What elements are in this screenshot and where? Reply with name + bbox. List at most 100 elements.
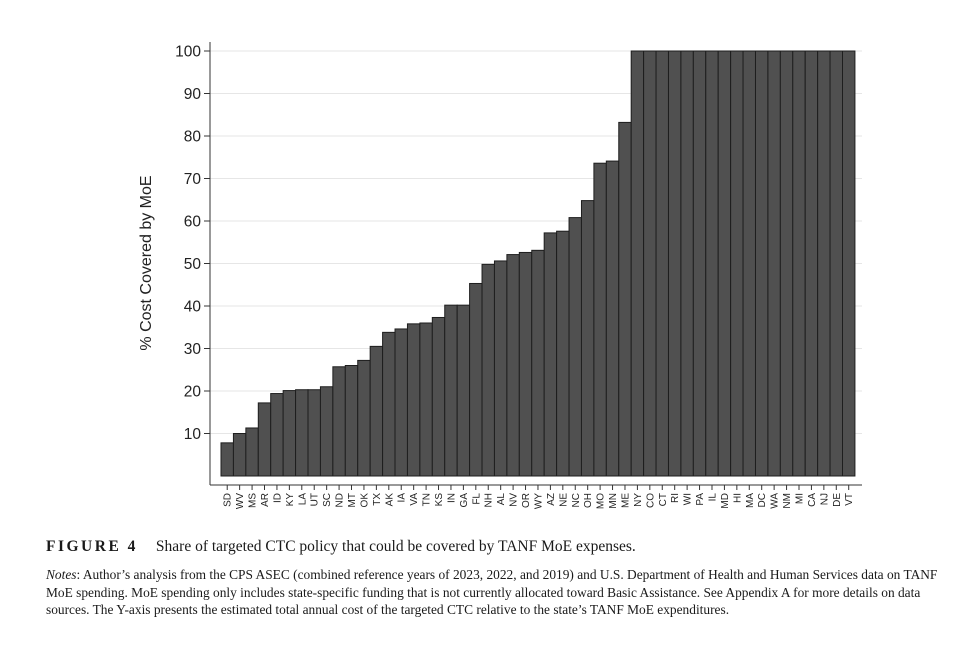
bar-nj bbox=[817, 50, 831, 477]
x-tick-label: WV bbox=[235, 493, 246, 509]
x-tick-label: RI bbox=[670, 493, 681, 503]
bar-ar bbox=[257, 402, 272, 477]
bar-ms bbox=[245, 427, 259, 477]
x-tick-label: GA bbox=[459, 493, 470, 508]
bar-wa bbox=[767, 50, 781, 477]
figure-caption-text: Share of targeted CTC policy that could … bbox=[155, 538, 636, 555]
x-tick-label: AR bbox=[260, 493, 271, 507]
bar-or bbox=[518, 251, 533, 477]
bar-de bbox=[829, 50, 844, 477]
bar-nh bbox=[481, 263, 495, 477]
x-tick-label: SD bbox=[223, 493, 234, 507]
bar-wv bbox=[232, 433, 247, 477]
y-tick-label: 10 bbox=[184, 426, 202, 443]
y-tick-labels: 10 20 30 40 50 60 70 80 90 100 bbox=[175, 44, 201, 444]
bar-tn bbox=[419, 322, 433, 477]
bar-co bbox=[643, 50, 657, 477]
x-tick-label: PA bbox=[695, 493, 706, 506]
bar-pa bbox=[692, 50, 707, 477]
bar-vt bbox=[842, 50, 856, 477]
x-tick-label: AZ bbox=[546, 493, 557, 506]
x-tick-label: CO bbox=[645, 493, 656, 508]
bar-ut bbox=[307, 389, 321, 477]
bar-oh bbox=[580, 200, 595, 477]
x-tick-label: VA bbox=[409, 493, 420, 506]
bar-mn bbox=[605, 160, 620, 477]
bar-ma bbox=[742, 50, 756, 477]
x-tick-label: WA bbox=[770, 493, 781, 509]
y-tick-label: 70 bbox=[184, 171, 202, 188]
x-tick-label: OK bbox=[359, 493, 370, 508]
bar-sc bbox=[319, 386, 334, 477]
y-tick-label: 80 bbox=[184, 129, 202, 146]
bar-md bbox=[717, 50, 732, 477]
x-tick-label: MI bbox=[794, 493, 805, 504]
x-tick-label: NC bbox=[571, 493, 582, 507]
bar-tx bbox=[369, 345, 384, 477]
bar-ok bbox=[357, 359, 371, 477]
bar-nm bbox=[779, 50, 794, 477]
bar-ct bbox=[655, 50, 669, 477]
x-tick-labels: SD WV MS AR ID KY LA UT SC ND MT OK TX AK IA VA TN KS IN GA… bbox=[223, 493, 856, 510]
x-tick-label: ME bbox=[620, 493, 631, 508]
y-tick-label: 40 bbox=[184, 299, 202, 316]
x-tick-label: SC bbox=[322, 493, 333, 507]
x-tick-label: MD bbox=[720, 493, 731, 509]
bar-mt bbox=[344, 365, 359, 477]
bar-ks bbox=[431, 316, 446, 477]
x-tick-label: ND bbox=[335, 493, 346, 507]
x-tick-label: MO bbox=[596, 493, 607, 509]
x-tick-label: FL bbox=[471, 493, 482, 505]
x-tick-label: TN bbox=[422, 493, 433, 506]
x-tick-label: CT bbox=[658, 493, 669, 506]
bar-az bbox=[543, 232, 558, 477]
x-tick-label: OH bbox=[583, 493, 594, 508]
x-tick-label: CA bbox=[807, 493, 818, 507]
x-tick-label: WI bbox=[683, 493, 694, 505]
y-tick-label: 20 bbox=[184, 384, 202, 401]
bar-mo bbox=[593, 162, 607, 477]
x-tick-label: MN bbox=[608, 493, 619, 509]
x-tick-label: UT bbox=[310, 493, 321, 506]
figure-caption: FIGURE 4 Share of targeted CTC policy tha… bbox=[46, 538, 636, 556]
y-tick-label: 60 bbox=[184, 214, 202, 231]
x-tick-label: HI bbox=[732, 493, 743, 503]
bar-wy bbox=[531, 249, 545, 477]
bar-ny bbox=[630, 50, 645, 477]
x-tick-label: VT bbox=[844, 493, 855, 506]
y-tick-label: 100 bbox=[175, 44, 201, 61]
x-tick-label: IA bbox=[397, 493, 408, 503]
bar-dc bbox=[754, 50, 769, 477]
figure-notes: Notes: Author’s analysis from the CPS AS… bbox=[46, 566, 958, 619]
bar-ne bbox=[556, 230, 570, 477]
bar-wi bbox=[680, 50, 694, 477]
x-tick-label: OR bbox=[521, 493, 532, 508]
bar-nv bbox=[506, 254, 520, 477]
x-tick-label: NY bbox=[633, 493, 644, 507]
bar-va bbox=[406, 323, 421, 477]
x-tick-label: NH bbox=[484, 493, 495, 507]
bar-ga bbox=[456, 304, 471, 477]
x-tick-label: KY bbox=[285, 493, 296, 507]
x-tick-label: IL bbox=[707, 493, 718, 502]
x-tick-label: NE bbox=[558, 493, 569, 507]
y-axis-label: % Cost Covered by MoE bbox=[138, 175, 155, 350]
bar-la bbox=[295, 389, 309, 477]
bars bbox=[220, 50, 856, 477]
bar-nd bbox=[332, 366, 346, 477]
bar-chart: 10 20 30 40 50 60 70 80 90 100 SD WV MS AR ID KY LA UT SC… bbox=[138, 42, 862, 510]
bar-ca bbox=[804, 50, 819, 477]
bar-hi bbox=[730, 50, 744, 477]
y-tick-label: 90 bbox=[184, 86, 202, 103]
notes-text: : Author’s analysis from the CPS ASEC (c… bbox=[46, 567, 938, 617]
bar-ia bbox=[394, 328, 408, 477]
x-tick-label: LA bbox=[297, 493, 308, 506]
x-tick-label: WY bbox=[533, 493, 544, 509]
x-tick-label: KS bbox=[434, 493, 445, 507]
bar-ak bbox=[382, 331, 396, 477]
x-tick-label: AK bbox=[384, 493, 395, 507]
x-tick-label: AL bbox=[496, 493, 507, 506]
y-tick-label: 50 bbox=[184, 256, 202, 273]
bar-id bbox=[270, 393, 284, 477]
x-tick-label: MA bbox=[745, 493, 756, 508]
